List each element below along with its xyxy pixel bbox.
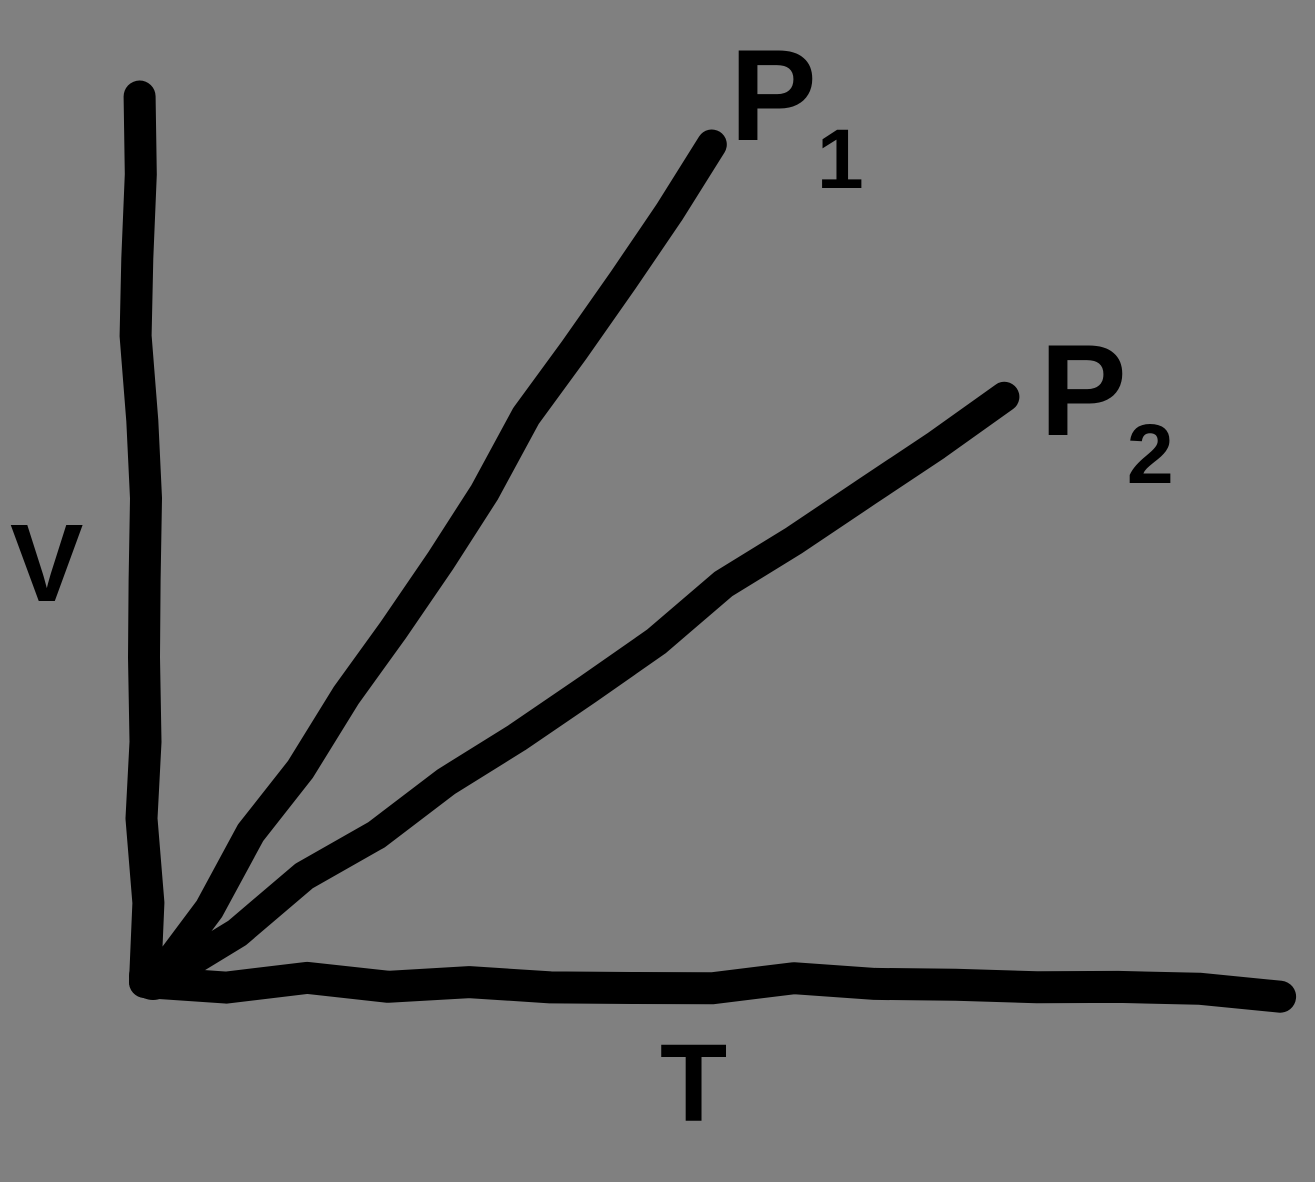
p2-label-sub: 2 bbox=[1127, 407, 1174, 501]
x-axis-label: T bbox=[660, 1020, 727, 1147]
p1-label: P1 bbox=[730, 20, 864, 187]
p2-label: P2 bbox=[1040, 315, 1174, 482]
p2-label-main: P bbox=[1040, 317, 1127, 463]
p1-label-main: P bbox=[730, 22, 817, 168]
vt-graph bbox=[0, 0, 1315, 1182]
p1-label-sub: 1 bbox=[817, 112, 864, 206]
y-axis-label: V bbox=[10, 500, 83, 627]
